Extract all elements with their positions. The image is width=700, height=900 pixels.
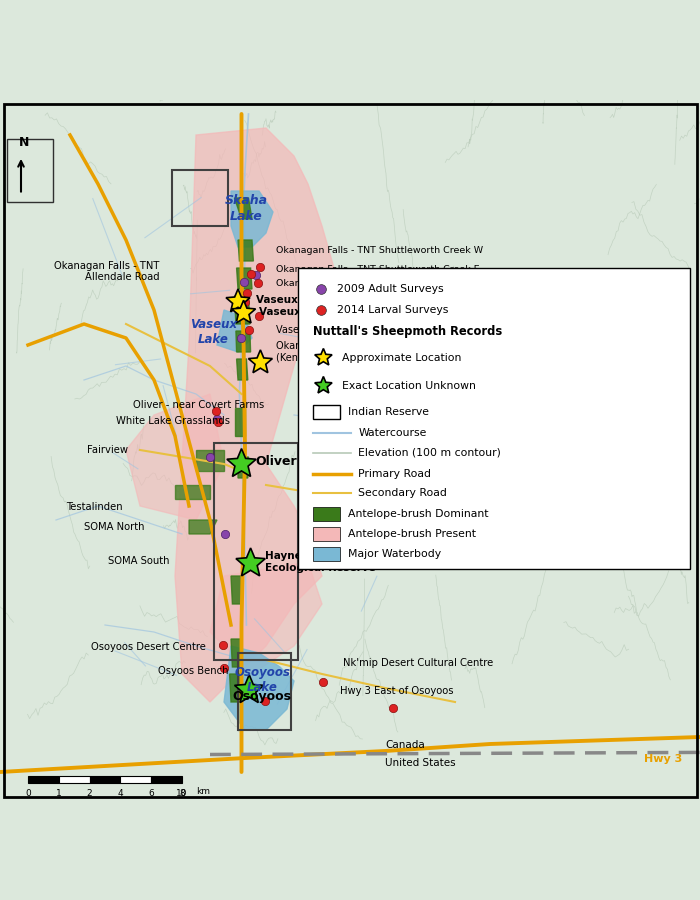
Text: Osoyoos: Osoyoos [232, 690, 291, 703]
Bar [313, 546, 340, 561]
Polygon shape [196, 450, 224, 471]
Polygon shape [238, 240, 253, 261]
Text: United States: United States [385, 758, 456, 768]
Bar [7, 139, 52, 202]
Text: 8: 8 [179, 789, 185, 798]
Text: Testalinden: Testalinden [66, 502, 123, 512]
Text: Primary Road: Primary Road [358, 469, 431, 479]
Polygon shape [315, 348, 332, 365]
Text: Fairview: Fairview [88, 445, 129, 455]
Text: km: km [196, 788, 210, 796]
Text: 10: 10 [176, 789, 188, 798]
Bar [313, 405, 340, 419]
Text: White Lake Grasslands: White Lake Grasslands [116, 416, 230, 426]
Text: 2009 Adult Surveys: 2009 Adult Surveys [337, 284, 444, 294]
Polygon shape [234, 408, 245, 436]
Text: Major Waterbody: Major Waterbody [348, 549, 441, 559]
Polygon shape [231, 191, 273, 247]
Text: Osyoos Bench: Osyoos Bench [158, 665, 228, 676]
Polygon shape [315, 376, 332, 393]
Bar [120, 776, 151, 783]
Bar [214, 443, 298, 660]
Text: Okanagan Falls - TNT Antelope Brush CA
(Kennedy Property): Okanagan Falls - TNT Antelope Brush CA (… [276, 341, 475, 363]
Text: Hayne's Lease
Ecological Reserve: Hayne's Lease Ecological Reserve [265, 551, 375, 572]
Text: Oliver: Oliver [256, 455, 297, 468]
Text: N: N [19, 136, 29, 149]
Text: Watercourse: Watercourse [358, 428, 427, 438]
Polygon shape [237, 359, 248, 380]
Text: Indian Reserve: Indian Reserve [348, 407, 429, 418]
Text: 2014 Larval Surveys: 2014 Larval Surveys [337, 305, 449, 315]
Bar [151, 776, 182, 783]
Polygon shape [217, 310, 252, 352]
Polygon shape [126, 394, 224, 520]
Text: Hwy 3 East of Osoyoos: Hwy 3 East of Osoyoos [340, 687, 453, 697]
Polygon shape [210, 562, 322, 674]
Text: Oliver - near Covert Farms: Oliver - near Covert Farms [133, 400, 265, 410]
Text: Okanagan Falls - TNT Shuttleworth Creek E: Okanagan Falls - TNT Shuttleworth Creek … [276, 265, 480, 274]
Polygon shape [234, 198, 252, 219]
Text: Elevation (100 m contour): Elevation (100 m contour) [358, 448, 501, 458]
Polygon shape [227, 448, 256, 476]
Polygon shape [226, 289, 250, 311]
Text: Nk'mip Desert Cultural Centre: Nk'mip Desert Cultural Centre [343, 659, 494, 669]
Polygon shape [230, 674, 241, 702]
Text: Antelope-brush Dominant: Antelope-brush Dominant [348, 509, 489, 519]
Polygon shape [236, 331, 251, 352]
Bar [313, 527, 340, 541]
Polygon shape [224, 646, 294, 730]
Text: Hwy 3: Hwy 3 [644, 754, 682, 764]
Polygon shape [248, 350, 272, 373]
Polygon shape [237, 268, 252, 289]
Text: SOMA North: SOMA North [84, 522, 144, 532]
Text: 6: 6 [148, 789, 154, 798]
Text: Antelope-brush Present: Antelope-brush Present [348, 529, 476, 539]
Polygon shape [231, 576, 242, 604]
Text: Vaseux
Lake: Vaseux Lake [190, 319, 237, 346]
Bar [90, 776, 120, 783]
Polygon shape [236, 548, 265, 576]
Text: Vaseux Lake N: Vaseux Lake N [256, 295, 341, 305]
Polygon shape [231, 639, 242, 667]
Text: Canada: Canada [385, 740, 425, 750]
Text: Vaseux Lake S: Vaseux Lake S [259, 307, 343, 317]
FancyBboxPatch shape [298, 268, 690, 569]
Bar [238, 653, 290, 730]
Text: Okanagan Falls - TNT Blue Mountain Property: Okanagan Falls - TNT Blue Mountain Prope… [276, 279, 491, 288]
Text: Secondary Road: Secondary Road [358, 489, 447, 499]
Text: Okanagan Falls - TNT Shuttleworth Creek W: Okanagan Falls - TNT Shuttleworth Creek … [276, 246, 484, 255]
Text: Nuttall's Sheepmoth Records: Nuttall's Sheepmoth Records [313, 325, 502, 338]
Bar [313, 508, 340, 521]
Text: 2: 2 [87, 789, 92, 798]
Text: Osoyoos
Lake: Osoyoos Lake [234, 666, 290, 694]
Text: 0: 0 [25, 789, 31, 798]
Text: 1: 1 [56, 789, 62, 798]
Text: Vaseux Lake McIntyre Creek Road: Vaseux Lake McIntyre Creek Road [276, 325, 442, 335]
Polygon shape [238, 457, 248, 478]
Text: Skaha
Lake: Skaha Lake [225, 194, 268, 222]
Text: Approximate Location: Approximate Location [342, 353, 462, 363]
Text: 4: 4 [118, 789, 123, 798]
Bar [59, 776, 90, 783]
Text: Exact Location Unknown: Exact Location Unknown [342, 381, 476, 391]
Polygon shape [175, 485, 210, 499]
Text: Okanagan Falls - TNT
Allendale Road: Okanagan Falls - TNT Allendale Road [54, 261, 160, 283]
Polygon shape [175, 128, 336, 702]
Polygon shape [234, 296, 250, 324]
Text: Osoyoos Desert Centre: Osoyoos Desert Centre [91, 643, 206, 652]
Polygon shape [234, 675, 264, 703]
Polygon shape [189, 520, 217, 534]
Bar [172, 170, 228, 226]
Bar [28, 776, 59, 783]
Text: SOMA South: SOMA South [108, 555, 170, 565]
Polygon shape [232, 301, 256, 323]
